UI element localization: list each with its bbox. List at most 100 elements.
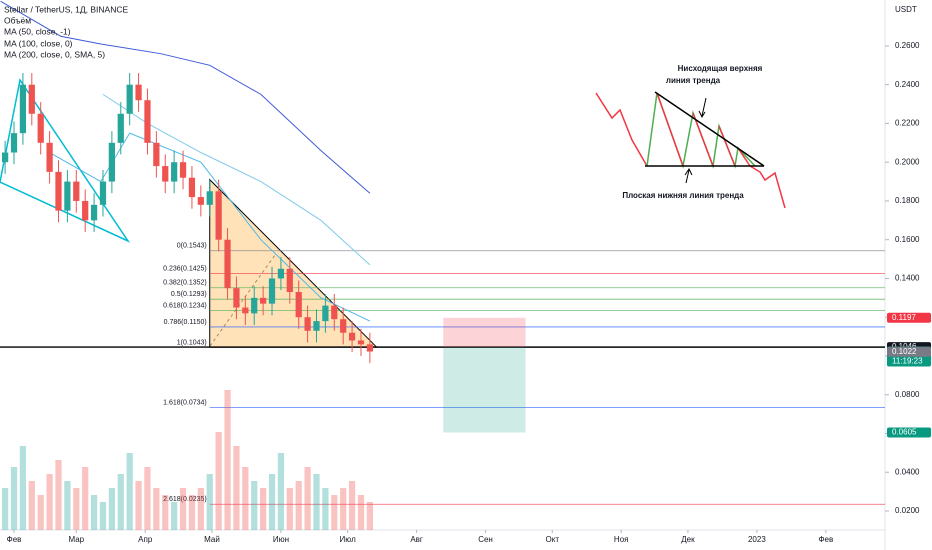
candle-body (28, 84, 35, 114)
volume-bar (197, 488, 204, 530)
x-tick-label: Май (204, 535, 220, 544)
target-zone (443, 347, 526, 433)
schematic: Нисходящая верхняя линия тренда Плоская … (595, 64, 786, 209)
price-tag-timer: 11:19:23 (892, 357, 923, 366)
candle-body (304, 317, 311, 331)
candle-body (37, 113, 44, 143)
volume-bar (260, 488, 267, 530)
candle-body (46, 142, 53, 172)
annotation: линия тренда (666, 76, 721, 85)
candle-body (233, 288, 240, 308)
legend-entry: MA (100, close, 0) (4, 38, 73, 48)
candle-body (135, 84, 142, 101)
legend-entry: MA (200, close, 0, SMA, 5) (4, 49, 105, 59)
y-tick-label: 0.1400 (895, 274, 920, 283)
fib-label: 1(0.1043) (177, 339, 207, 346)
candle-body (366, 344, 373, 352)
x-tick-label: Фев (7, 535, 22, 544)
arrow-head (684, 168, 693, 176)
volume-bar (64, 481, 71, 530)
plot: 0(0.1543) 0.236(0.1425) 0.382(0.1352) 0.5(0… (0, 0, 885, 530)
volume-bar (242, 467, 249, 530)
candle-body (19, 84, 27, 134)
stop-zone (443, 317, 526, 348)
y-tick-label: 0.2400 (895, 80, 920, 89)
volume-bar (19, 446, 27, 530)
candle-body (126, 84, 133, 114)
price-tag-label: 0.0605 (892, 428, 917, 437)
wave-green (646, 92, 756, 169)
annotation: Плоская нижняя линия тренда (622, 191, 744, 200)
candle-body (357, 340, 365, 345)
candle-body (215, 191, 222, 240)
volume-bar (322, 488, 329, 530)
arrow (685, 169, 690, 184)
volume-bar (99, 502, 107, 530)
candle-body (268, 278, 276, 304)
candle-body (286, 268, 293, 293)
volume-bar (331, 495, 338, 530)
legend-entry: MA (50, close, -1) (4, 26, 71, 36)
backdrop (0, 0, 886, 550)
volume-bar (348, 481, 356, 530)
volume-bar (224, 390, 231, 530)
volume-bar (171, 502, 178, 530)
chart-title: Stellar / TetherUS, 1Д, BINANCE (4, 4, 129, 14)
volume-bar (46, 474, 53, 530)
fib-label: 0(0.1543) (177, 243, 207, 250)
price-tag (887, 427, 931, 438)
candle-body (162, 166, 169, 182)
price-tag-label: 0.1022 (892, 347, 917, 356)
y-tick-label: 0.1800 (895, 196, 920, 205)
candle-body (64, 181, 71, 211)
arrow (701, 97, 707, 117)
candle-body (224, 239, 231, 289)
x-tick-label: Июл (340, 535, 357, 544)
fib-label: 0.786(0.1150) (164, 319, 207, 326)
price-tag (887, 312, 931, 323)
volume-bar (215, 432, 222, 530)
volume-bar (2, 488, 9, 530)
x-tick-label: Июн (273, 535, 289, 544)
volume-bar (144, 467, 151, 530)
volume-bar (153, 488, 160, 530)
y-tick-label: 0.2000 (895, 157, 920, 166)
volume-bar (10, 467, 18, 530)
volume-bar (357, 495, 365, 530)
candle-body (295, 292, 302, 318)
candle-body (251, 297, 258, 314)
fib-label: 2.618(0.0235) (163, 496, 207, 503)
fib-label: 0.618(0.1234) (163, 302, 207, 309)
arrow-head (698, 110, 706, 119)
moving-average (102, 93, 371, 266)
candle-body (313, 321, 320, 331)
y-tick-label: 0.2200 (895, 119, 920, 128)
candle-body (108, 142, 115, 182)
wedge-lines (0, 78, 131, 243)
candle-body (197, 197, 204, 205)
triangle-pattern (209, 178, 378, 348)
volume-bar (135, 481, 142, 530)
fib-label: 0.236(0.1425) (163, 265, 207, 272)
candle-body (99, 181, 107, 205)
x-tick-label: Ноя (614, 535, 629, 544)
candle-body (153, 142, 160, 167)
volume-bar (286, 488, 293, 530)
volume-bar (277, 453, 285, 530)
fib-label: 1.618(0.0734) (163, 399, 207, 406)
wave-red (718, 125, 736, 167)
candle-body (144, 100, 151, 143)
candle-body (331, 305, 338, 320)
volume-bar (162, 495, 169, 530)
candle-body (73, 181, 80, 201)
volume-bar (188, 495, 196, 530)
volume-bar (37, 495, 44, 530)
volume-bar (251, 481, 258, 530)
y-tick-label: 0.2600 (895, 41, 920, 50)
legend-entry: Объём (4, 15, 31, 25)
volume-bar (295, 481, 302, 530)
volume-bar (304, 467, 311, 530)
candle-body (188, 177, 196, 198)
trend-dash (209, 254, 276, 347)
